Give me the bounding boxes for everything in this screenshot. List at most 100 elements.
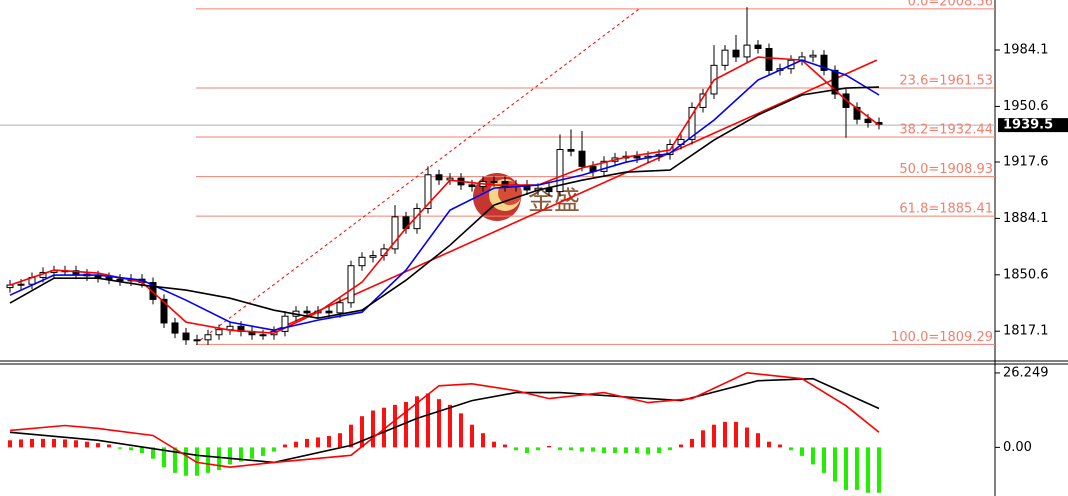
candle-body (391, 216, 399, 250)
histogram-bar (679, 444, 683, 448)
histogram-bar (613, 447, 617, 454)
trend-line (268, 59, 878, 334)
histogram-bar (96, 443, 100, 448)
histogram-bar (261, 447, 265, 456)
histogram-bar (745, 427, 749, 448)
candle-body (6, 284, 14, 289)
candle-body (754, 44, 762, 49)
histogram-bar (569, 447, 573, 451)
histogram-bar (635, 447, 639, 454)
candle-body (369, 255, 377, 258)
candle-body (864, 118, 872, 124)
histogram-bar (371, 410, 375, 448)
candle-body (633, 155, 641, 159)
histogram-bar (459, 413, 463, 448)
candle-body (435, 174, 443, 181)
candle-body (347, 265, 355, 304)
candle-body (567, 149, 575, 152)
histogram-bar (118, 447, 122, 449)
candle-body (732, 49, 740, 58)
histogram-bar (822, 447, 826, 473)
histogram-bar (481, 433, 485, 448)
candle-body (160, 298, 168, 324)
histogram-bar (305, 438, 309, 448)
macd-line (9, 371, 880, 469)
candle-body (765, 47, 773, 71)
histogram-bar (701, 430, 705, 448)
candle-body (259, 334, 267, 337)
histogram-bar (8, 440, 12, 448)
y-tick-label: 0.00 (1003, 440, 1032, 455)
histogram-bar (646, 447, 650, 455)
histogram-bar (217, 447, 221, 471)
fib-label: 100.0=1809.29 (891, 330, 993, 345)
histogram-bar (206, 447, 210, 473)
histogram-bar (833, 447, 837, 482)
candle-body (325, 310, 333, 314)
histogram-bar (602, 447, 606, 454)
y-tick-label: 1850.6 (1003, 267, 1049, 282)
macd-line (9, 377, 880, 464)
histogram-bar (41, 438, 45, 448)
histogram-bar (63, 439, 67, 448)
histogram-bar (393, 404, 397, 448)
histogram-bar (316, 437, 320, 448)
histogram-bar (283, 444, 287, 448)
histogram-bar (349, 424, 353, 448)
histogram-bar (536, 447, 540, 451)
histogram-bar (327, 436, 331, 448)
histogram-bar (415, 396, 419, 448)
moving-average (9, 86, 880, 320)
candle-body (193, 339, 201, 342)
histogram-bar (382, 407, 386, 448)
y-tick-label: 1817.1 (1003, 324, 1049, 339)
histogram-bar (624, 447, 628, 454)
histogram-bar (426, 393, 430, 448)
histogram-bar (767, 441, 771, 448)
histogram-bar (844, 447, 848, 490)
candle-body (820, 54, 828, 71)
candle-body (721, 49, 729, 66)
histogram-bar (690, 438, 694, 448)
histogram-bar (151, 447, 155, 459)
histogram-bar (668, 447, 672, 451)
candle-body (281, 315, 289, 332)
histogram-bar (811, 447, 815, 465)
histogram-bar (734, 421, 738, 448)
histogram-bar (525, 447, 529, 454)
histogram-bar (228, 447, 232, 465)
histogram-bar (558, 447, 562, 451)
histogram-bar (657, 447, 661, 454)
histogram-bar (107, 444, 111, 448)
y-tick-label: 1884.1 (1003, 211, 1049, 226)
histogram-bar (712, 424, 716, 448)
candle-body (688, 106, 696, 140)
histogram-bar (866, 447, 870, 493)
histogram-bar (723, 421, 727, 448)
histogram-bar (514, 447, 518, 451)
candle-body (336, 302, 344, 314)
histogram-bar (789, 447, 793, 451)
fib-label: 38.2=1932.44 (899, 122, 993, 137)
fib-label: 0.0=2008.56 (908, 0, 993, 9)
histogram-bar (448, 404, 452, 448)
candle-body (699, 93, 707, 108)
histogram-bar (470, 424, 474, 448)
histogram-bar (184, 447, 188, 476)
fib-label: 61.8=1885.41 (899, 202, 993, 217)
watermark: 金盛 (528, 187, 580, 217)
candle-body (17, 283, 25, 286)
histogram-bar (74, 440, 78, 448)
candle-body (468, 184, 476, 188)
current-price-label: 1939.5 (1003, 118, 1053, 133)
histogram-bar (52, 438, 56, 448)
histogram-bar (140, 447, 144, 454)
histogram-bar (855, 447, 859, 490)
histogram-bar (19, 439, 23, 448)
histogram-bar (580, 447, 584, 452)
histogram-bar (360, 416, 364, 448)
histogram-bar (492, 441, 496, 448)
candle-body (182, 332, 190, 341)
